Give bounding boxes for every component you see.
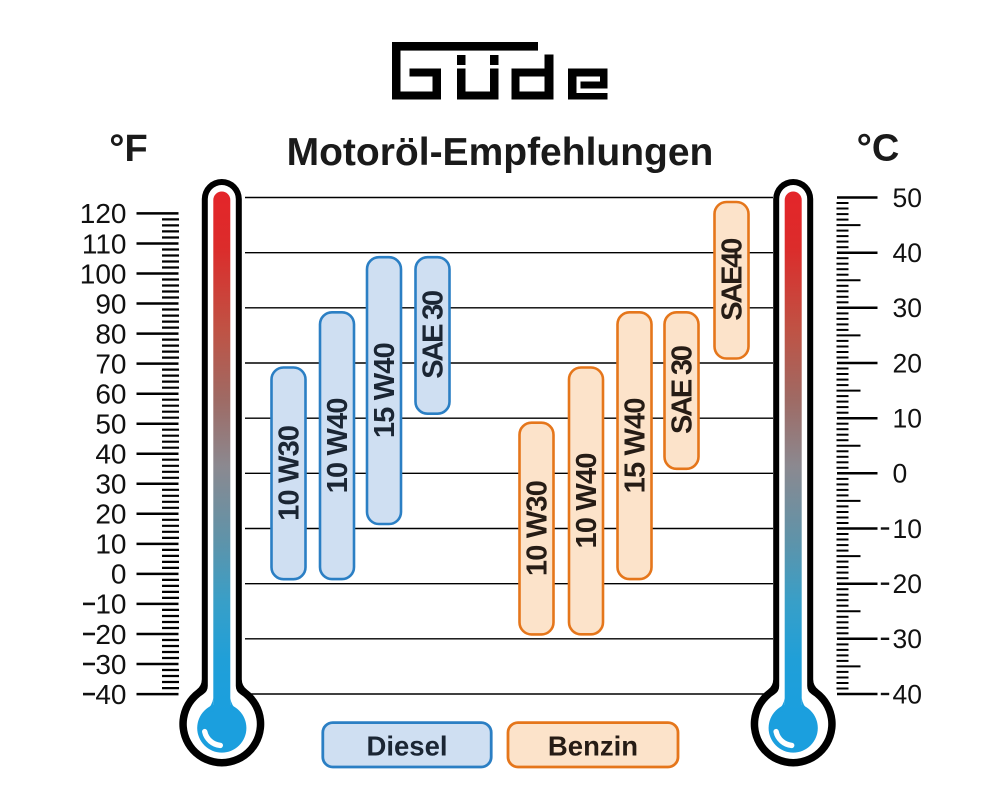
svg-text:SAE 30: SAE 30 xyxy=(667,346,699,434)
svg-text:30: 30 xyxy=(95,469,126,500)
svg-text:10 W30: 10 W30 xyxy=(522,481,554,576)
svg-text:120: 120 xyxy=(80,198,127,229)
svg-text:SAE40: SAE40 xyxy=(717,239,749,321)
svg-text:30: 30 xyxy=(893,624,922,654)
svg-text:20: 20 xyxy=(893,569,922,599)
svg-text:50: 50 xyxy=(95,409,126,440)
svg-text:10: 10 xyxy=(95,529,126,560)
svg-text:Benzin: Benzin xyxy=(548,731,638,762)
svg-text:10: 10 xyxy=(893,514,922,544)
svg-text:40: 40 xyxy=(893,679,922,709)
svg-text:70: 70 xyxy=(95,348,126,379)
svg-text:60: 60 xyxy=(95,379,126,410)
svg-text:20: 20 xyxy=(893,348,922,378)
svg-text:0: 0 xyxy=(893,459,908,489)
svg-text:Motoröl-Empfehlungen: Motoröl-Empfehlungen xyxy=(287,131,714,174)
svg-text:15 W40: 15 W40 xyxy=(620,398,652,493)
svg-text:20: 20 xyxy=(95,499,126,530)
svg-text:110: 110 xyxy=(82,228,127,259)
svg-text:30: 30 xyxy=(95,649,126,680)
svg-text:90: 90 xyxy=(95,288,126,319)
svg-text:SAE 30: SAE 30 xyxy=(418,291,450,379)
svg-text:0: 0 xyxy=(111,559,127,590)
svg-text:40: 40 xyxy=(893,238,922,268)
svg-text:20: 20 xyxy=(95,619,126,650)
svg-text:40: 40 xyxy=(95,679,126,710)
svg-text:30: 30 xyxy=(893,293,922,323)
svg-text:80: 80 xyxy=(95,318,126,349)
svg-text:50: 50 xyxy=(893,183,922,213)
svg-text:100: 100 xyxy=(80,258,127,289)
svg-text:10: 10 xyxy=(893,404,922,434)
svg-text:10 W40: 10 W40 xyxy=(322,398,354,493)
svg-text:°F: °F xyxy=(109,128,147,170)
svg-text:10: 10 xyxy=(95,589,126,620)
svg-text:40: 40 xyxy=(95,439,126,470)
svg-text:10 W40: 10 W40 xyxy=(571,453,603,548)
svg-text:10 W30: 10 W30 xyxy=(274,426,306,521)
svg-text:°C: °C xyxy=(857,128,900,170)
svg-text:Diesel: Diesel xyxy=(366,731,447,762)
svg-text:15 W40: 15 W40 xyxy=(369,343,401,438)
